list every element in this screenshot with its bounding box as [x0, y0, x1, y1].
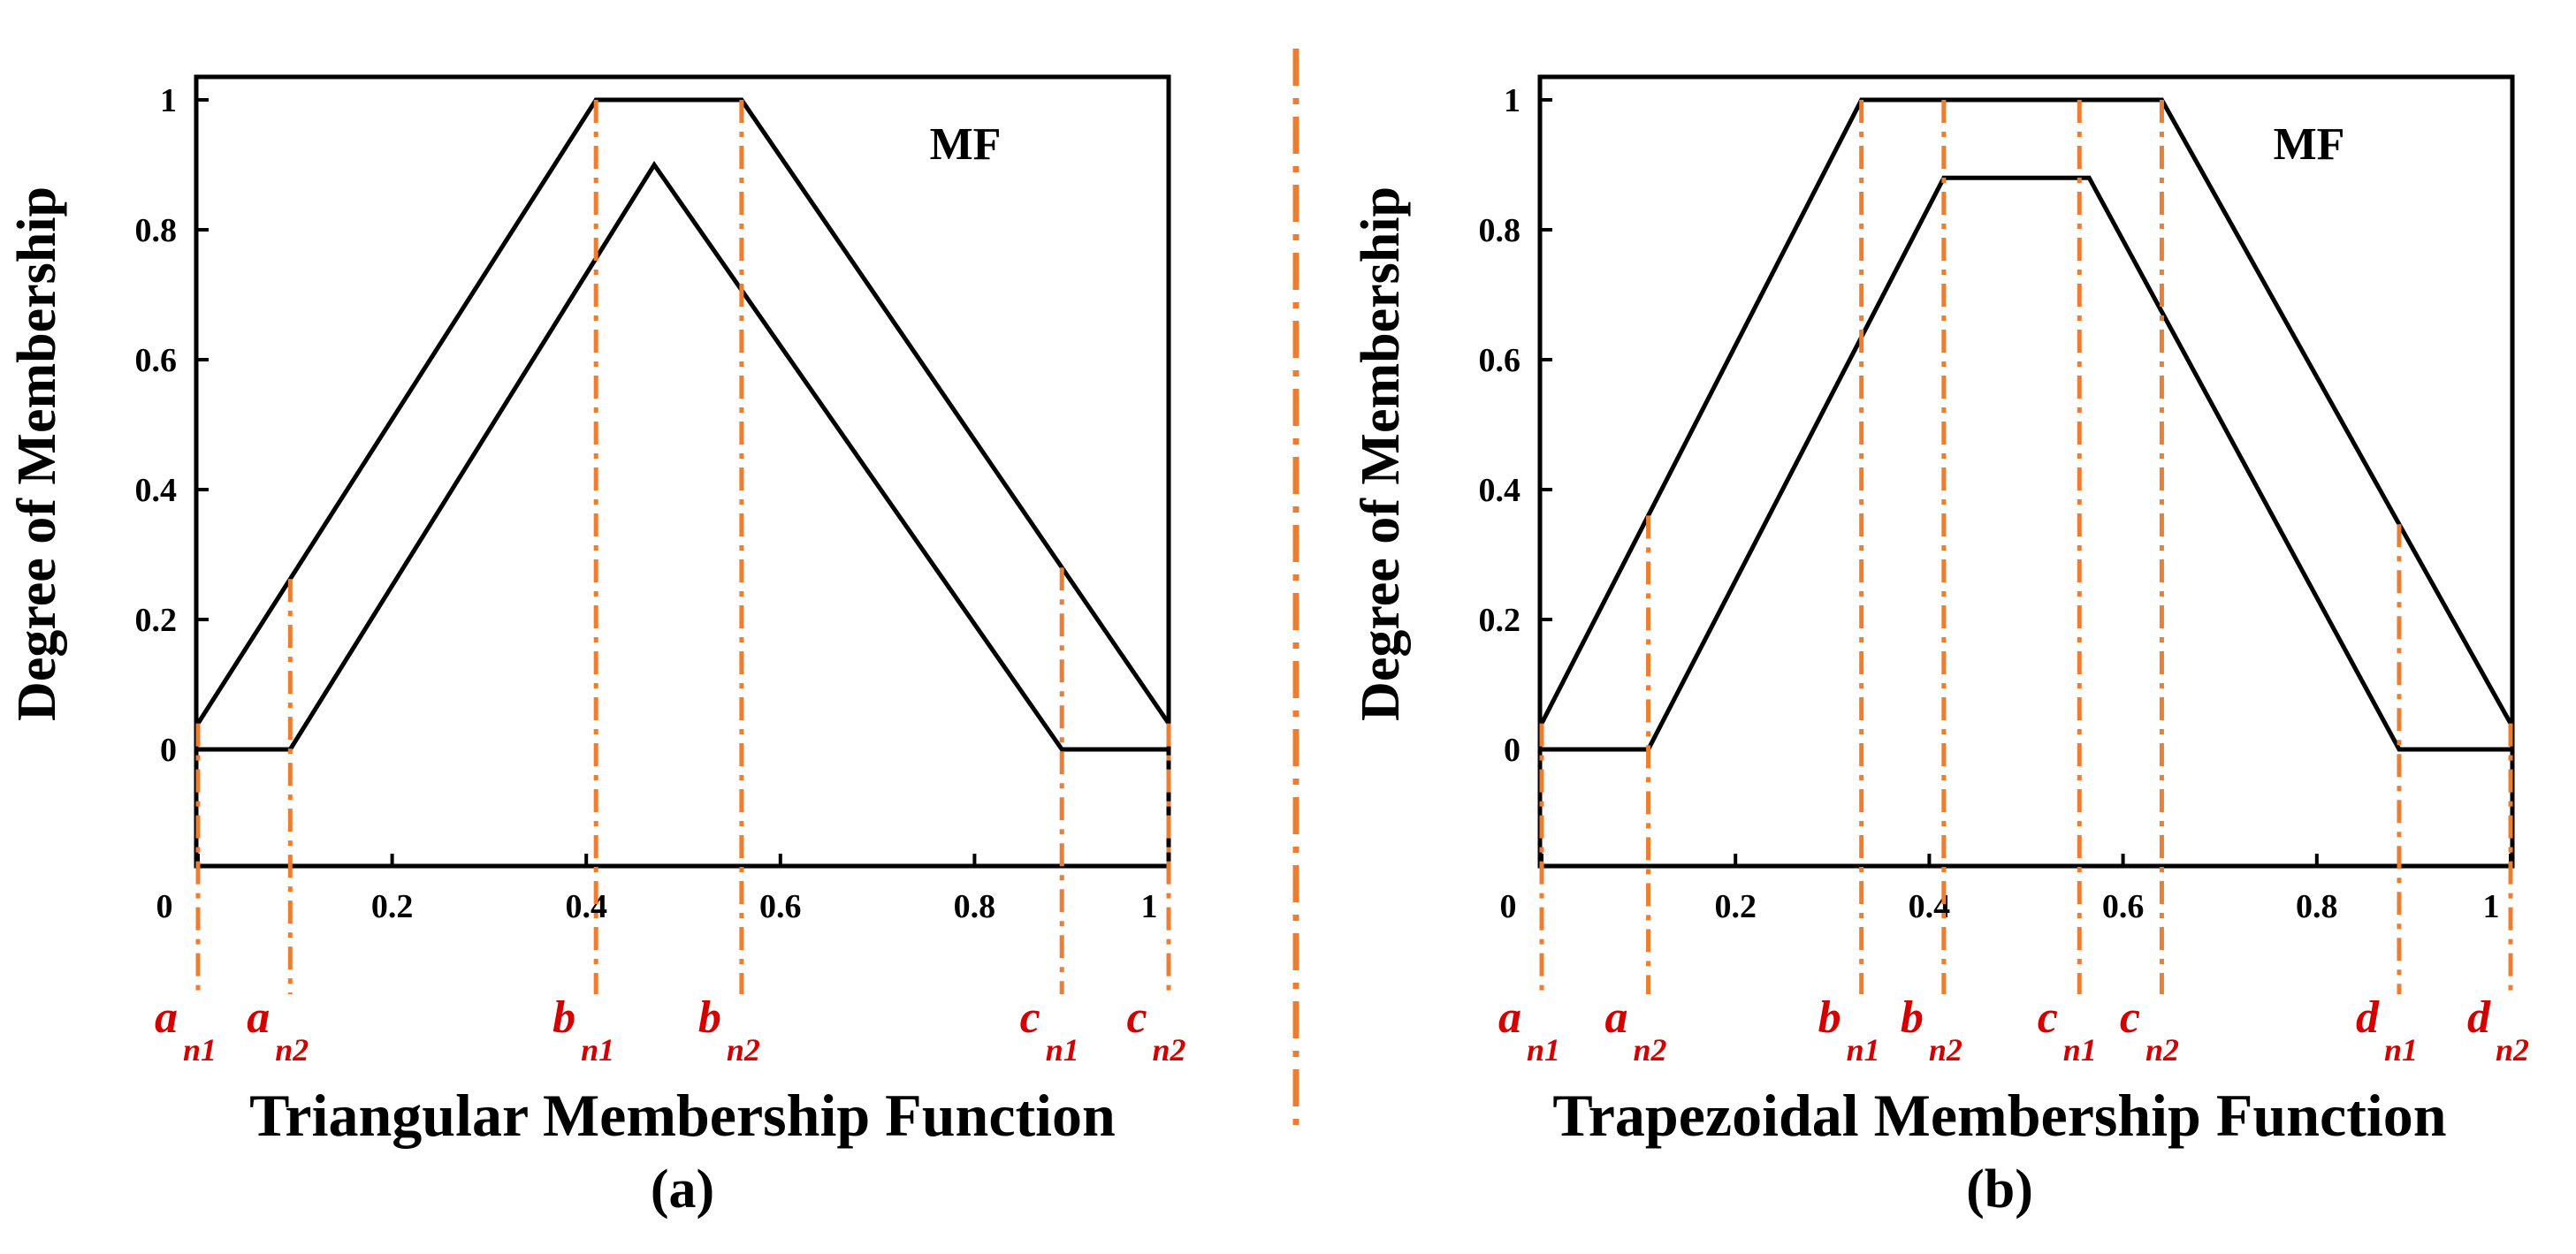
- marker-label-c-n1: cn1: [1020, 992, 1079, 1068]
- marker-subscript: n1: [183, 1032, 217, 1068]
- marker-base: c: [1126, 992, 1147, 1043]
- x-tick-label: 0.6: [759, 888, 802, 925]
- panel-triangular: 00.20.40.60.810 0.2 0.4 0.6 0.8 1an1an2bn1bn2…: [7, 74, 1186, 1220]
- marker-label-b-n1: bn1: [1818, 992, 1880, 1068]
- marker-subscript: n2: [275, 1032, 309, 1068]
- x-tick-label: 1: [1141, 888, 1158, 925]
- x-tick-label: 0.2: [1714, 888, 1757, 925]
- series-line-lower: [198, 160, 1169, 752]
- y-tick-label: 0.8: [1479, 212, 1521, 249]
- legend-label: MF: [930, 119, 1002, 170]
- y-tick-label: 0.6: [1479, 342, 1521, 379]
- x-tick-label: 0.8: [954, 888, 996, 925]
- series-line-lower: [1542, 175, 2511, 752]
- x-tick-label: 1: [2483, 888, 2500, 925]
- marker-subscript: n2: [2145, 1032, 2179, 1068]
- marker-subscript: n2: [1634, 1032, 1667, 1068]
- series-line-upper: [1539, 97, 2513, 725]
- marker-subscript: n1: [1847, 1032, 1880, 1068]
- marker-subscript: n1: [581, 1032, 614, 1068]
- y-tick-label: 1: [1504, 82, 1520, 119]
- marker-subscript: n1: [1527, 1032, 1560, 1068]
- marker-base: d: [2467, 992, 2491, 1043]
- x-tick-label: 0: [156, 888, 173, 925]
- panel-label: (a): [651, 1159, 714, 1220]
- y-tick-label: 0.8: [135, 212, 178, 249]
- x-tick-label: 0: [1500, 888, 1517, 925]
- marker-base: b: [553, 992, 575, 1043]
- x-tick-label: 0.4: [565, 888, 607, 925]
- y-tick-label: 0: [160, 732, 177, 769]
- marker-base: a: [155, 992, 178, 1043]
- marker-base: c: [2120, 992, 2140, 1043]
- marker-label-b-n2: bn2: [1901, 992, 1962, 1068]
- y-axis-label: Degree of Membership: [1351, 186, 1411, 721]
- y-tick-label: 0.6: [135, 342, 178, 379]
- marker-label-c-n2: cn2: [1126, 992, 1185, 1068]
- marker-subscript: n2: [727, 1032, 760, 1068]
- panel-trapezoidal: 00.20.40.60.810 0.2 0.4 0.6 0.8 1an1an2bn1bn2…: [1351, 74, 2529, 1220]
- marker-label-c-n1: cn1: [2038, 992, 2097, 1068]
- marker-base: b: [1901, 992, 1924, 1043]
- marker-subscript: n1: [2063, 1032, 2097, 1068]
- marker-base: a: [1605, 992, 1628, 1043]
- plot-frame: [1537, 74, 2515, 869]
- y-tick-label: 0: [1504, 732, 1520, 769]
- x-tick-label: 0.2: [371, 888, 414, 925]
- marker-base: a: [1498, 992, 1521, 1043]
- plot-frame: [194, 74, 1171, 869]
- x-tick-label: 0.8: [2296, 888, 2338, 925]
- marker-label-d-n1: dn1: [2356, 992, 2418, 1068]
- x-tick-label: 0.6: [2102, 888, 2145, 925]
- marker-base: c: [2038, 992, 2058, 1043]
- marker-label-d-n2: dn2: [2467, 992, 2529, 1068]
- marker-base: b: [1818, 992, 1841, 1043]
- y-axis-label: Degree of Membership: [7, 186, 67, 721]
- marker-subscript: n2: [1153, 1032, 1186, 1068]
- marker-label-b-n2: bn2: [698, 992, 760, 1068]
- chart-title: Triangular Membership Function: [249, 1082, 1116, 1149]
- marker-subscript: n1: [1046, 1032, 1079, 1068]
- marker-base: d: [2356, 992, 2380, 1043]
- marker-subscript: n1: [2384, 1032, 2418, 1068]
- y-tick-label: 0.2: [135, 602, 178, 639]
- panel-label: (b): [1966, 1159, 2033, 1220]
- legend-label: MF: [2274, 119, 2345, 170]
- marker-label-c-n2: cn2: [2120, 992, 2179, 1068]
- marker-label-b-n1: bn1: [553, 992, 614, 1068]
- marker-base: c: [1020, 992, 1040, 1043]
- y-tick-label: 1: [160, 82, 177, 119]
- y-tick-label: 0.4: [135, 472, 178, 509]
- marker-subscript: n2: [2496, 1032, 2529, 1068]
- marker-label-a-n2: an2: [1605, 992, 1667, 1068]
- marker-label-a-n1: an1: [1498, 992, 1560, 1068]
- marker-label-a-n1: an1: [155, 992, 217, 1068]
- chart-title: Trapezoidal Membership Function: [1552, 1082, 2446, 1149]
- y-tick-label: 0.2: [1479, 602, 1521, 639]
- y-tick-label: 0.4: [1479, 472, 1521, 509]
- series-line-upper: [195, 97, 1171, 726]
- marker-base: a: [247, 992, 270, 1043]
- marker-label-a-n2: an2: [247, 992, 309, 1068]
- marker-subscript: n2: [1929, 1032, 1962, 1068]
- marker-base: b: [698, 992, 721, 1043]
